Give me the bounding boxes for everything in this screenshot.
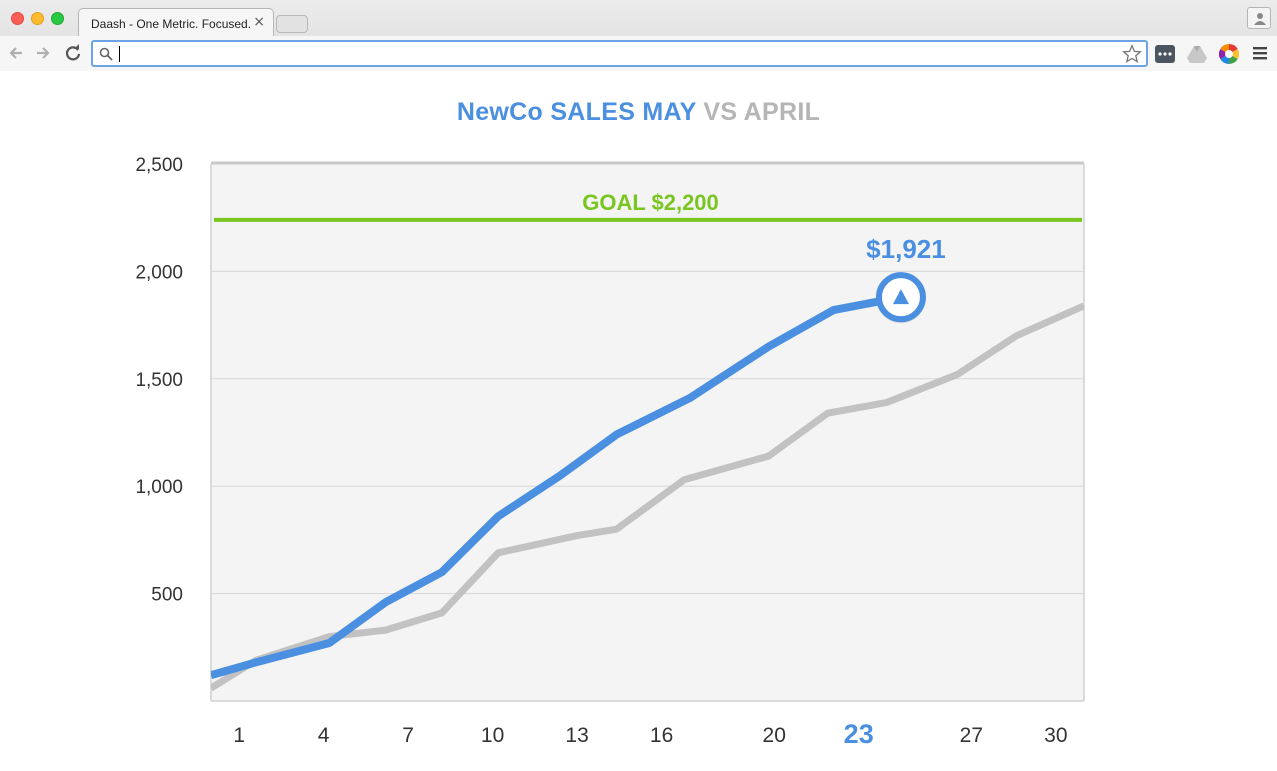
drive-icon[interactable] — [1187, 44, 1207, 64]
current-value-label: $1,921 — [866, 234, 946, 264]
address-bar[interactable] — [91, 40, 1148, 67]
profile-icon[interactable] — [1247, 7, 1271, 29]
tab-strip: Daash - One Metric. Focused. × — [0, 0, 1277, 37]
browser-chrome: Daash - One Metric. Focused. × — [0, 0, 1277, 71]
hamburger-menu-icon[interactable] — [1252, 45, 1268, 61]
x-tick-label-current: 23 — [844, 719, 874, 749]
x-tick-label: 7 — [402, 724, 414, 747]
chart-title: NewCo SALES MAY VS APRIL — [0, 98, 1277, 127]
y-tick-label: 500 — [151, 585, 183, 606]
back-arrow-icon[interactable] — [6, 42, 28, 64]
x-tick-label: 30 — [1044, 724, 1067, 747]
x-tick-label: 4 — [318, 724, 330, 747]
series-line-may — [211, 293, 902, 680]
minimize-window-icon[interactable] — [31, 12, 44, 25]
color-wheel-icon[interactable] — [1218, 43, 1240, 65]
goal-label: GOAL $2,200 — [582, 190, 719, 215]
x-tick-label: 1 — [233, 724, 245, 747]
y-tick-label: 1,000 — [135, 477, 183, 498]
x-tick-label: 27 — [960, 724, 983, 747]
x-tick-label: 10 — [481, 724, 504, 747]
y-tick-label: 2,500 — [135, 155, 183, 176]
forward-arrow-icon[interactable] — [32, 42, 54, 64]
series-line-april — [211, 302, 1084, 692]
plot-area — [211, 164, 1084, 701]
text-caret — [119, 46, 120, 62]
new-tab-button[interactable] — [276, 15, 308, 33]
address-input[interactable] — [118, 44, 1118, 63]
x-tick-label: 16 — [650, 724, 673, 747]
reload-icon[interactable] — [62, 42, 84, 64]
search-icon — [99, 47, 113, 66]
toolbar — [0, 36, 1277, 71]
y-tick-label: 2,000 — [135, 262, 183, 283]
close-window-icon[interactable] — [11, 12, 24, 25]
dots-extension-icon[interactable] — [1155, 44, 1175, 64]
x-tick-label: 13 — [565, 724, 588, 747]
title-compare: APRIL — [743, 98, 821, 126]
star-icon[interactable] — [1122, 44, 1142, 69]
x-tick-label: 20 — [763, 724, 786, 747]
up-arrow-icon — [892, 289, 909, 305]
zoom-window-icon[interactable] — [51, 12, 64, 25]
title-main: NewCo SALES MAY — [456, 98, 697, 126]
y-tick-label: 1,500 — [135, 370, 183, 391]
title-vs: VS — [703, 98, 738, 126]
